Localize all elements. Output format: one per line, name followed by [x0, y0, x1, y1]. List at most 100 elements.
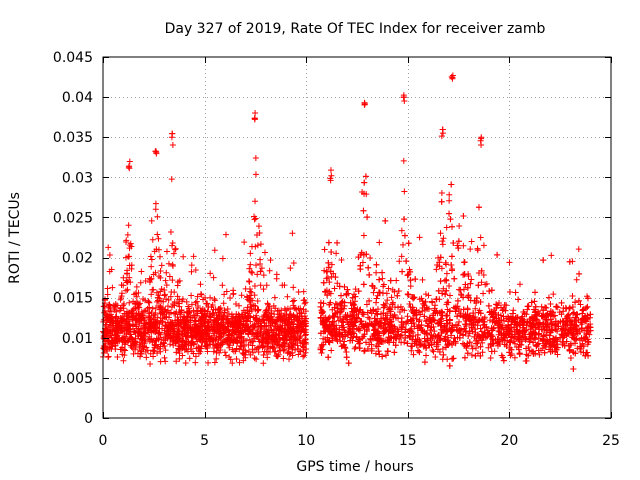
data-point [468, 343, 475, 350]
data-point [441, 322, 448, 329]
data-point [224, 306, 231, 313]
data-point [464, 340, 471, 347]
data-point [158, 308, 165, 315]
data-point [535, 330, 542, 337]
data-point [356, 340, 363, 347]
data-point [130, 340, 137, 347]
data-point [184, 320, 191, 327]
data-point [474, 331, 481, 338]
data-point [532, 336, 539, 343]
data-point [401, 188, 408, 195]
data-point [246, 265, 253, 272]
data-point [207, 270, 214, 277]
data-point [388, 294, 395, 301]
data-point [192, 359, 199, 366]
data-point [328, 261, 335, 268]
y-tick-label: 0.015 [53, 291, 93, 307]
data-point [214, 315, 221, 322]
data-point [229, 318, 236, 325]
data-point [391, 349, 398, 356]
data-point [102, 325, 109, 332]
data-point [328, 347, 335, 354]
data-point [153, 318, 160, 325]
data-point [276, 314, 283, 321]
data-point [263, 282, 270, 289]
data-point [235, 331, 242, 338]
data-point [468, 238, 475, 245]
data-point [160, 298, 167, 305]
data-point [301, 336, 308, 343]
data-point [439, 238, 446, 245]
data-point [410, 351, 417, 358]
data-point [387, 277, 394, 284]
data-point [108, 314, 115, 321]
data-point [289, 326, 296, 333]
data-point [125, 164, 132, 171]
data-point [538, 313, 545, 320]
data-point [583, 305, 590, 312]
data-point [171, 289, 178, 296]
data-point [506, 259, 513, 266]
data-point [303, 346, 310, 353]
data-point [584, 325, 591, 332]
data-point [211, 297, 218, 304]
data-point [350, 330, 357, 337]
data-point [438, 190, 445, 197]
data-point [479, 349, 486, 356]
y-tick-label: 0.025 [53, 210, 93, 226]
data-point [477, 343, 484, 350]
data-point [119, 317, 126, 324]
data-point [249, 322, 256, 329]
data-point [106, 252, 113, 259]
data-point [154, 319, 161, 326]
data-point [319, 308, 326, 315]
data-point [165, 260, 172, 267]
data-point [519, 328, 526, 335]
data-point [279, 282, 286, 289]
data-point [151, 341, 158, 348]
data-point [522, 335, 529, 342]
data-point [542, 321, 549, 328]
data-point [477, 325, 484, 332]
data-point [271, 348, 278, 355]
data-point [506, 344, 513, 351]
data-point [290, 284, 297, 291]
data-point [188, 262, 195, 269]
data-point [365, 264, 372, 271]
data-point [534, 341, 541, 348]
data-point [391, 311, 398, 318]
axis-ticks [103, 57, 612, 419]
data-point [523, 318, 530, 325]
data-point [395, 288, 402, 295]
data-point [113, 328, 120, 335]
data-point [252, 154, 259, 161]
data-point [188, 301, 195, 308]
data-point [493, 315, 500, 322]
data-point [543, 304, 550, 311]
data-point [524, 303, 531, 310]
data-point [254, 297, 261, 304]
data-point [382, 352, 389, 359]
data-point [472, 319, 479, 326]
data-point [138, 332, 145, 339]
data-point [478, 142, 485, 149]
data-point [570, 331, 577, 338]
data-point [478, 328, 485, 335]
data-point [254, 271, 261, 278]
data-point [446, 210, 453, 217]
data-point [401, 216, 408, 223]
data-point [129, 322, 136, 329]
data-point [180, 324, 187, 331]
y-tick-labels: 0 0.005 0.01 0.015 0.02 0.025 0.03 0.035 0.04 0.0… [53, 50, 93, 427]
data-point [402, 334, 409, 341]
data-point [334, 301, 341, 308]
data-point [153, 298, 160, 305]
data-point [573, 276, 580, 283]
data-point [458, 291, 465, 298]
x-tick-label: 15 [399, 433, 417, 449]
y-tick-label: 0.03 [62, 170, 93, 186]
data-point [272, 305, 279, 312]
data-point [434, 310, 441, 317]
data-point [133, 321, 140, 328]
data-point [461, 325, 468, 332]
